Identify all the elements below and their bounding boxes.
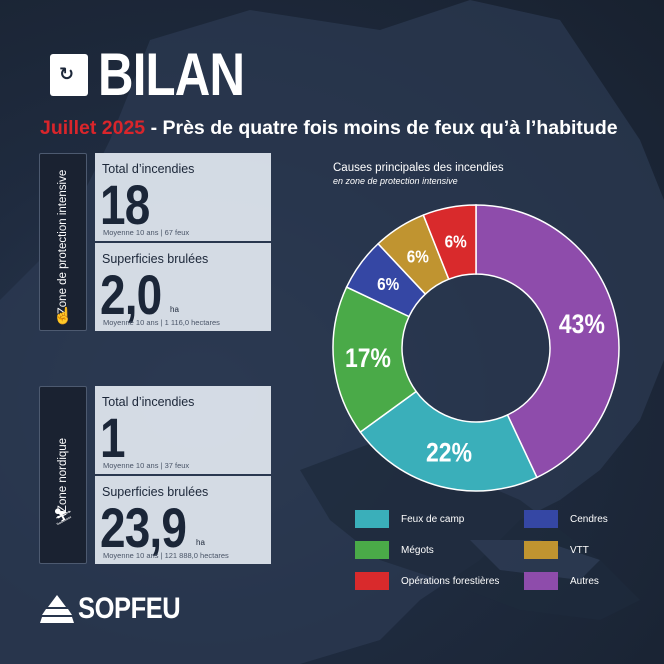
stat-label: Superficies brulées xyxy=(102,485,209,499)
stat-average: Moyenne 10 ans | 67 feux xyxy=(103,228,190,237)
chart-subtitle: en zone de protection intensive xyxy=(333,176,458,186)
stat-value: 2,0 xyxy=(100,263,162,326)
hand-icon: ☝ xyxy=(53,308,73,325)
legend-label: Autres xyxy=(570,575,599,587)
legend-swatch xyxy=(355,572,389,590)
zone-nordique-text: Zone nordique xyxy=(57,437,69,513)
chart-title: Causes principales des incendies xyxy=(333,162,504,174)
stat-average: Moyenne 10 ans | 121 888,0 hectares xyxy=(103,551,229,560)
legend-label: Cendres xyxy=(570,513,608,525)
stat-card-nordique-area: Superficies brulées 23,9 ha Moyenne 10 a… xyxy=(95,476,271,564)
page-subtitle: Juillet 2025 - Près de quatre fois moins… xyxy=(40,117,618,140)
zone-intensive-label: Zone de protection intensive ☝ xyxy=(39,153,87,331)
stat-card-nordique-fires: Total d’incendies 1 Moyenne 10 ans | 37 … xyxy=(95,386,271,474)
sopfeu-logo-icon xyxy=(40,595,74,623)
report-logo: ↻ xyxy=(50,54,88,96)
legend-label: Mégots xyxy=(401,544,434,556)
legend-label: Opérations forestières xyxy=(401,575,500,587)
legend-swatch xyxy=(355,541,389,559)
stat-value: 23,9 xyxy=(100,496,187,559)
legend-item: Opérations forestières xyxy=(355,572,499,590)
stat-card-intensive-area: Superficies brulées 2,0 ha Moyenne 10 an… xyxy=(95,243,271,331)
stat-label: Superficies brulées xyxy=(102,252,209,266)
legend-swatch xyxy=(524,541,558,559)
stat-unit: ha xyxy=(196,538,205,547)
brand-name: SOPFEU xyxy=(78,592,181,625)
legend-label: Feux de camp xyxy=(401,513,465,525)
legend-item: Mégots xyxy=(355,541,434,559)
page-title: BILAN xyxy=(98,41,245,108)
zone-intensive-text: Zone de protection intensive xyxy=(57,169,69,315)
stat-card-intensive-fires: Total d’incendies 18 Moyenne 10 ans | 67… xyxy=(95,153,271,241)
headline: - Près de quatre fois moins de feux qu’à… xyxy=(145,117,618,139)
legend-swatch xyxy=(524,510,558,528)
stat-value: 18 xyxy=(100,173,150,236)
document-icon: ↻ xyxy=(59,64,75,85)
sopfeu-brand: SOPFEU xyxy=(40,592,198,626)
stat-unit: ha xyxy=(170,305,179,314)
month-label: Juillet 2025 xyxy=(40,117,146,139)
legend-label: VTT xyxy=(570,544,589,556)
stat-label: Total d’incendies xyxy=(102,162,195,176)
stat-average: Moyenne 10 ans | 1 116,0 hectares xyxy=(103,318,220,327)
stat-label: Total d’incendies xyxy=(102,395,195,409)
legend-item: Autres xyxy=(524,572,599,590)
stat-average: Moyenne 10 ans | 37 feux xyxy=(103,461,190,470)
legend-swatch xyxy=(355,510,389,528)
legend-swatch xyxy=(524,572,558,590)
legend-item: VTT xyxy=(524,541,589,559)
legend-item: Cendres xyxy=(524,510,608,528)
stat-value: 1 xyxy=(100,406,126,469)
legend-item: Feux de camp xyxy=(355,510,464,528)
zone-nordique-label: Zone nordique ⛷ xyxy=(39,386,87,564)
snowmobile-icon: ⛷ xyxy=(53,509,74,526)
